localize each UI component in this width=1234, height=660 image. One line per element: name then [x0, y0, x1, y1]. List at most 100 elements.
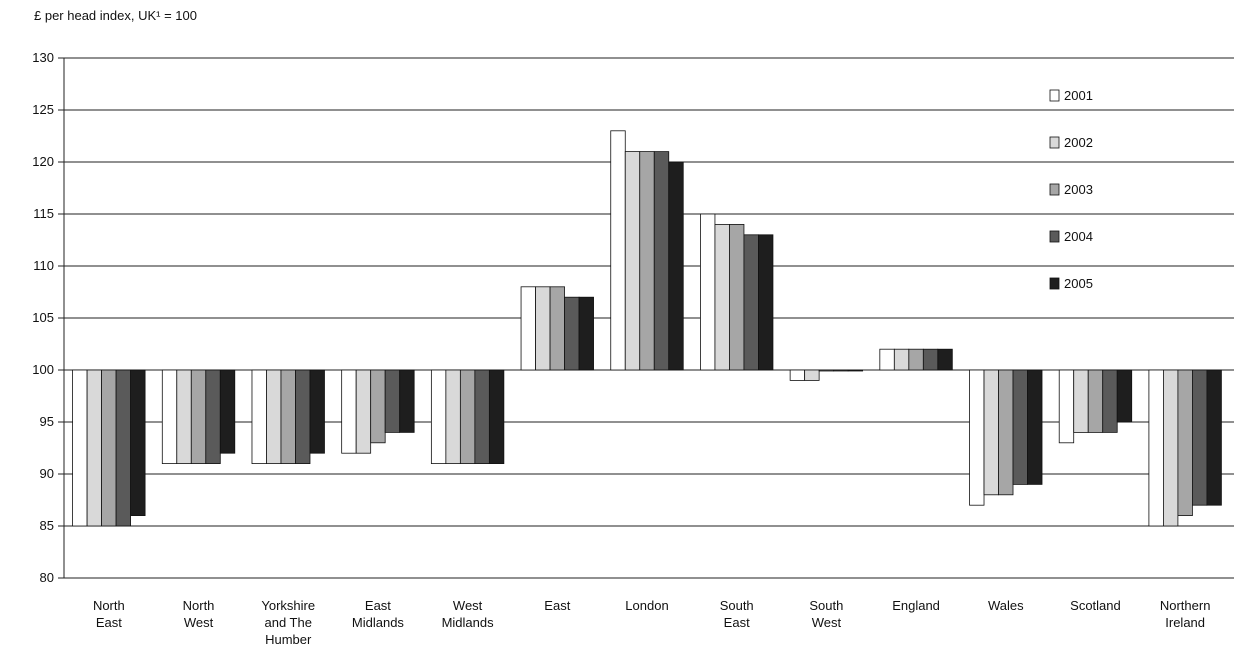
bar	[908, 348, 924, 371]
y-tick-label: 120	[32, 154, 54, 169]
category-label-line: Ireland	[1165, 615, 1205, 630]
legend-label: 2005	[1064, 276, 1093, 291]
bar	[341, 369, 357, 454]
bar	[266, 369, 282, 464]
bar	[998, 369, 1014, 496]
bar	[804, 369, 820, 381]
category-label-line: East	[544, 598, 570, 613]
category-label: Wales	[988, 598, 1024, 613]
y-tick-label: 95	[40, 414, 54, 429]
category-label-line: North	[93, 598, 125, 613]
bar	[384, 369, 401, 433]
bar	[729, 223, 745, 371]
category-label-line: East	[96, 615, 122, 630]
category-label-line: South	[720, 598, 754, 613]
bar	[355, 369, 372, 454]
category-label: Scotland	[1070, 598, 1121, 613]
bar	[847, 369, 864, 372]
y-axis-unit-label: £ per head index, UK¹ = 100	[34, 8, 197, 23]
bar	[101, 369, 117, 527]
category-label: East	[544, 598, 570, 613]
bar	[893, 348, 910, 371]
bar	[370, 369, 386, 444]
category-label: East Midlands	[352, 598, 405, 630]
y-tick-label: 105	[32, 310, 54, 325]
legend-bg	[1046, 272, 1116, 294]
bar	[743, 234, 759, 371]
bar	[1177, 369, 1193, 517]
category-label: North West	[183, 598, 215, 630]
legend-bg	[1046, 225, 1116, 247]
bar	[309, 369, 325, 454]
bar	[280, 369, 296, 464]
bar	[1102, 369, 1118, 433]
category-label-line: West	[453, 598, 483, 613]
y-tick-label: 80	[40, 570, 54, 585]
bar	[430, 369, 447, 464]
y-tick-label: 110	[33, 258, 54, 273]
bar	[818, 369, 835, 372]
bar	[1163, 369, 1179, 527]
bar	[72, 369, 88, 527]
bar	[130, 369, 146, 517]
y-tick-label: 125	[32, 102, 54, 117]
legend-swatch	[1049, 89, 1060, 102]
bar	[1012, 369, 1028, 485]
bar	[190, 369, 207, 464]
bar	[520, 286, 536, 371]
category-label: South East	[720, 598, 754, 630]
bar	[219, 369, 236, 454]
category-label: North East	[93, 598, 125, 630]
category-label-line: Midlands	[352, 615, 405, 630]
category-label-line: and The	[264, 615, 311, 630]
category-label: Yorkshire and The Humber	[261, 598, 315, 647]
bar	[922, 348, 939, 371]
bar	[578, 296, 594, 371]
category-label: England	[892, 598, 940, 613]
category-label-line: Northern	[1160, 598, 1211, 613]
bar	[668, 161, 684, 371]
bar	[700, 213, 716, 371]
y-tick-label: 85	[40, 518, 54, 533]
bar	[205, 369, 221, 464]
bar	[176, 369, 192, 464]
bar	[833, 369, 849, 372]
bar	[1192, 369, 1208, 506]
legend-swatch	[1049, 136, 1060, 149]
bar	[549, 286, 565, 371]
bar	[535, 286, 551, 371]
category-label-line: East	[365, 598, 391, 613]
bar	[1073, 369, 1089, 433]
bar	[1148, 369, 1164, 527]
category-label-line: West	[812, 615, 842, 630]
bar	[1027, 369, 1043, 485]
legend-bg	[1046, 178, 1116, 200]
bar	[445, 369, 461, 464]
bar	[1116, 369, 1133, 423]
bar	[714, 223, 730, 371]
bar	[86, 369, 102, 527]
category-label: South West	[809, 598, 843, 630]
bar	[639, 151, 655, 371]
bar	[983, 369, 999, 496]
y-tick-label: 115	[33, 206, 54, 221]
bar	[564, 296, 580, 371]
category-label-line: Yorkshire	[261, 598, 315, 613]
category-label-line: Wales	[988, 598, 1024, 613]
bar	[1206, 369, 1222, 506]
bar	[937, 348, 953, 371]
category-label-line: Midlands	[442, 615, 495, 630]
bar	[653, 151, 670, 371]
bar	[879, 348, 895, 371]
bar	[1058, 369, 1075, 444]
category-label-line: England	[892, 598, 940, 613]
category-label: London	[625, 598, 668, 613]
legend-swatch	[1049, 230, 1060, 243]
bar	[474, 369, 490, 464]
bar	[1087, 369, 1104, 433]
y-tick-label: 100	[32, 362, 54, 377]
legend-label: 2002	[1064, 135, 1093, 150]
category-label-line: East	[724, 615, 750, 630]
category-label-line: Scotland	[1070, 598, 1121, 613]
